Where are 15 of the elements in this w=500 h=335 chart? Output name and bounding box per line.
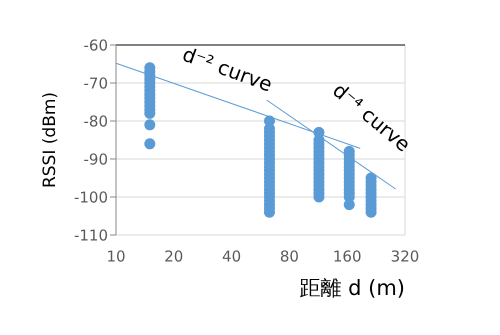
y-axis-title: RSSI (dBm) — [40, 92, 60, 188]
x-tick-label: 40 — [222, 248, 242, 266]
x-tick-label: 80 — [280, 248, 299, 266]
y-tick-label: -90 — [84, 150, 108, 168]
x-axis-title: 距離 d (m) — [299, 276, 405, 300]
y-tick-label: -100 — [74, 188, 108, 206]
x-tick-label: 10 — [106, 248, 126, 266]
y-tick-label: -70 — [84, 74, 108, 92]
x-tick-label: 20 — [164, 248, 184, 266]
y-tick-label: -80 — [84, 112, 108, 130]
y-tick-label: -60 — [84, 36, 108, 54]
x-tick-label: 320 — [390, 248, 420, 266]
text: d⁻² curve — [179, 42, 276, 97]
x-tick-label: 160 — [332, 248, 362, 266]
y-tick-label: -110 — [74, 226, 108, 244]
